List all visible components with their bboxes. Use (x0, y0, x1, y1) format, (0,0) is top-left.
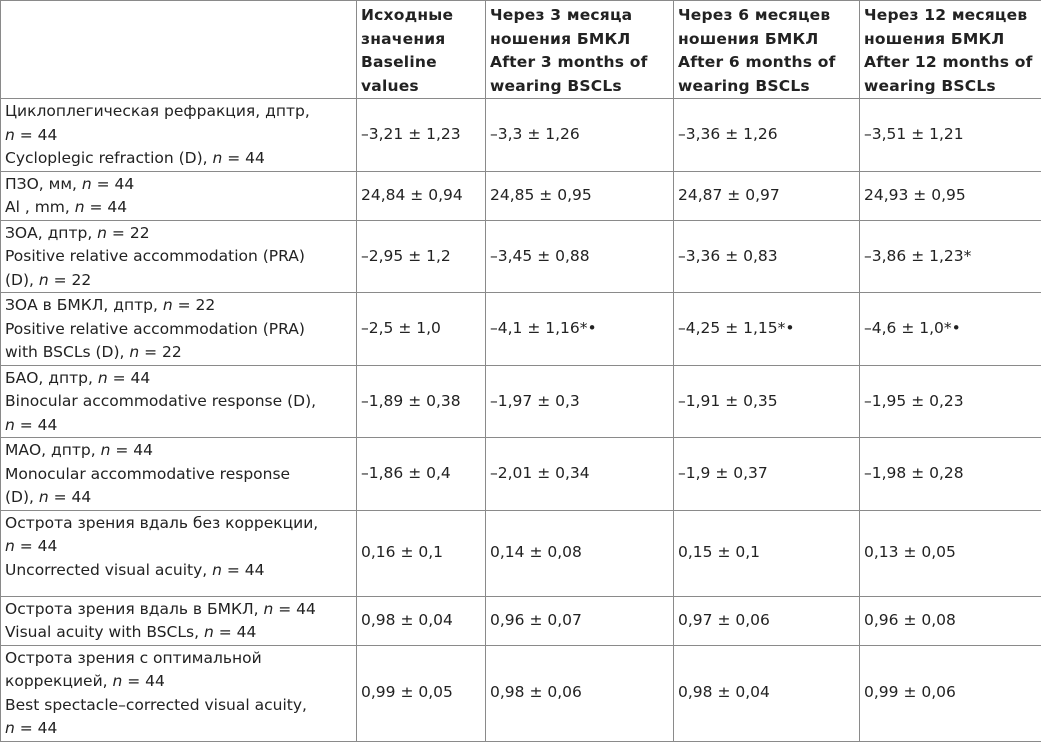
value-cell: –1,91 ± 0,35 (674, 365, 860, 438)
value-cell: 0,13 ± 0,05 (860, 510, 1041, 596)
header-6-months: Через 6 месяцев ношения БМКЛ After 6 mon… (674, 1, 860, 99)
value-cell: –4,25 ± 1,15*• (674, 293, 860, 366)
value-cell: –4,6 ± 1,0*• (860, 293, 1041, 366)
value-cell: –3,45 ± 0,88 (486, 220, 674, 293)
value-cell: –3,36 ± 0,83 (674, 220, 860, 293)
header-row: Исходные значения Baseline values Через … (1, 1, 1041, 99)
value-cell: 0,99 ± 0,06 (860, 645, 1041, 741)
value-cell: 24,93 ± 0,95 (860, 171, 1041, 220)
value-cell: 0,97 ± 0,06 (674, 596, 860, 645)
header-empty-cell (1, 1, 357, 99)
value-cell: 0,96 ± 0,07 (486, 596, 674, 645)
value-cell: –3,51 ± 1,21 (860, 99, 1041, 172)
value-cell: 0,96 ± 0,08 (860, 596, 1041, 645)
value-cell: –4,1 ± 1,16*• (486, 293, 674, 366)
value-cell: –3,21 ± 1,23 (357, 99, 486, 172)
value-cell: 24,84 ± 0,94 (357, 171, 486, 220)
value-cell: 0,99 ± 0,05 (357, 645, 486, 741)
header-baseline: Исходные значения Baseline values (357, 1, 486, 99)
header-12-months: Через 12 месяцев ношения БМКЛ After 12 m… (860, 1, 1041, 99)
value-cell: –1,9 ± 0,37 (674, 438, 860, 511)
value-cell: 0,98 ± 0,06 (486, 645, 674, 741)
value-cell: –1,97 ± 0,3 (486, 365, 674, 438)
value-cell: –3,36 ± 1,26 (674, 99, 860, 172)
value-cell: 0,98 ± 0,04 (674, 645, 860, 741)
value-cell: –1,89 ± 0,38 (357, 365, 486, 438)
row-label: Острота зрения вдаль без коррекции,n = 4… (1, 510, 357, 596)
value-cell: –1,95 ± 0,23 (860, 365, 1041, 438)
header-3-months: Через 3 месяца ношения БМКЛ After 3 mont… (486, 1, 674, 99)
value-cell: 0,98 ± 0,04 (357, 596, 486, 645)
value-cell: –3,3 ± 1,26 (486, 99, 674, 172)
value-cell: –2,01 ± 0,34 (486, 438, 674, 511)
table-row: Острота зрения вдаль без коррекции,n = 4… (1, 510, 1041, 596)
value-cell: –2,5 ± 1,0 (357, 293, 486, 366)
value-cell: 0,14 ± 0,08 (486, 510, 674, 596)
value-cell: 24,87 ± 0,97 (674, 171, 860, 220)
value-cell: 24,85 ± 0,95 (486, 171, 674, 220)
value-cell: –2,95 ± 1,2 (357, 220, 486, 293)
value-cell: 0,15 ± 0,1 (674, 510, 860, 596)
value-cell: –3,86 ± 1,23* (860, 220, 1041, 293)
value-cell: 0,16 ± 0,1 (357, 510, 486, 596)
value-cell: –1,98 ± 0,28 (860, 438, 1041, 511)
value-cell: –1,86 ± 0,4 (357, 438, 486, 511)
